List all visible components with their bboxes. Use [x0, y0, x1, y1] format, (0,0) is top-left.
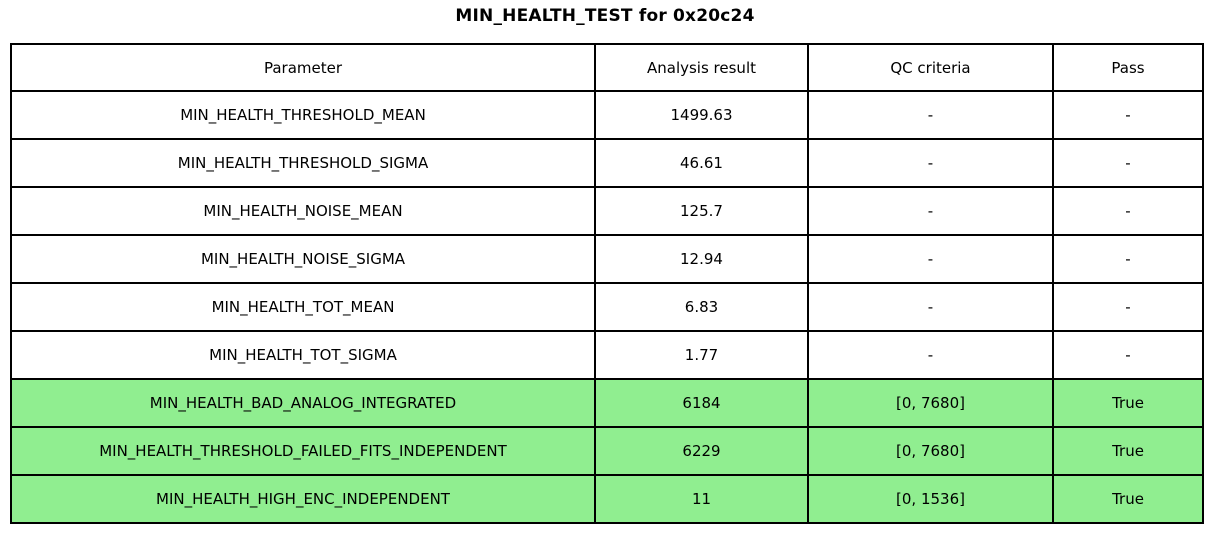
table-body: MIN_HEALTH_THRESHOLD_MEAN 1499.63- - MIN_HE… [10, 90, 1204, 524]
qc-criteria-cell: [0, 1536] [807, 474, 1054, 524]
parameter-cell: MIN_HEALTH_THRESHOLD_FAILED_FITS_INDEPEN… [10, 426, 596, 476]
page-title: MIN_HEALTH_TEST for 0x20c24 [455, 6, 755, 26]
table-row: MIN_HEALTH_TOT_SIGMA 1.77- - [10, 330, 1204, 380]
analysis-result-cell: 12.94 [594, 234, 809, 284]
table-row: MIN_HEALTH_HIGH_ENC_INDEPENDENT 11 [0, 153… [10, 474, 1204, 524]
analysis-result-cell: 46.61 [594, 138, 809, 188]
analysis-result-cell: 6.83 [594, 282, 809, 332]
qc-criteria-cell: [0, 7680] [807, 378, 1054, 428]
pass-cell: - [1052, 186, 1204, 236]
pass-cell: True [1052, 378, 1204, 428]
analysis-result-cell: 6184 [594, 378, 809, 428]
qc-criteria-cell: - [807, 282, 1054, 332]
table-row: MIN_HEALTH_NOISE_MEAN 125.7- - [10, 186, 1204, 236]
column-header-parameter: Parameter [10, 43, 596, 92]
column-header-analysis-result: Analysis result [594, 43, 809, 92]
pass-cell: - [1052, 234, 1204, 284]
table-row: MIN_HEALTH_THRESHOLD_SIGMA 46.61- - [10, 138, 1204, 188]
qc-results-table: Parameter Analysis result QC criteria Pa… [10, 43, 1204, 524]
qc-criteria-cell: - [807, 234, 1054, 284]
table-row: MIN_HEALTH_THRESHOLD_FAILED_FITS_INDEPEN… [10, 426, 1204, 476]
qc-criteria-cell: - [807, 90, 1054, 140]
qc-criteria-cell: [0, 7680] [807, 426, 1054, 476]
table-row: MIN_HEALTH_NOISE_SIGMA 12.94- - [10, 234, 1204, 284]
analysis-result-cell: 1499.63 [594, 90, 809, 140]
parameter-cell: MIN_HEALTH_TOT_SIGMA [10, 330, 596, 380]
column-header-qc-criteria: QC criteria [807, 43, 1054, 92]
pass-cell: - [1052, 90, 1204, 140]
analysis-result-cell: 11 [594, 474, 809, 524]
column-header-pass: Pass [1052, 43, 1204, 92]
pass-cell: - [1052, 138, 1204, 188]
header-row: Parameter Analysis result QC criteria Pa… [10, 43, 1204, 92]
parameter-cell: MIN_HEALTH_TOT_MEAN [10, 282, 596, 332]
pass-cell: - [1052, 282, 1204, 332]
parameter-cell: MIN_HEALTH_HIGH_ENC_INDEPENDENT [10, 474, 596, 524]
analysis-result-cell: 1.77 [594, 330, 809, 380]
pass-cell: - [1052, 330, 1204, 380]
parameter-cell: MIN_HEALTH_NOISE_MEAN [10, 186, 596, 236]
qc-criteria-cell: - [807, 330, 1054, 380]
analysis-result-cell: 125.7 [594, 186, 809, 236]
table-header: Parameter Analysis result QC criteria Pa… [10, 43, 1204, 92]
parameter-cell: MIN_HEALTH_THRESHOLD_MEAN [10, 90, 596, 140]
parameter-cell: MIN_HEALTH_THRESHOLD_SIGMA [10, 138, 596, 188]
parameter-cell: MIN_HEALTH_NOISE_SIGMA [10, 234, 596, 284]
pass-cell: True [1052, 426, 1204, 476]
table-row: MIN_HEALTH_BAD_ANALOG_INTEGRATED 6184 [0, … [10, 378, 1204, 428]
table-row: MIN_HEALTH_THRESHOLD_MEAN 1499.63- - [10, 90, 1204, 140]
analysis-result-cell: 6229 [594, 426, 809, 476]
table-row: MIN_HEALTH_TOT_MEAN 6.83- - [10, 282, 1204, 332]
qc-criteria-cell: - [807, 138, 1054, 188]
parameter-cell: MIN_HEALTH_BAD_ANALOG_INTEGRATED [10, 378, 596, 428]
qc-criteria-cell: - [807, 186, 1054, 236]
pass-cell: True [1052, 474, 1204, 524]
